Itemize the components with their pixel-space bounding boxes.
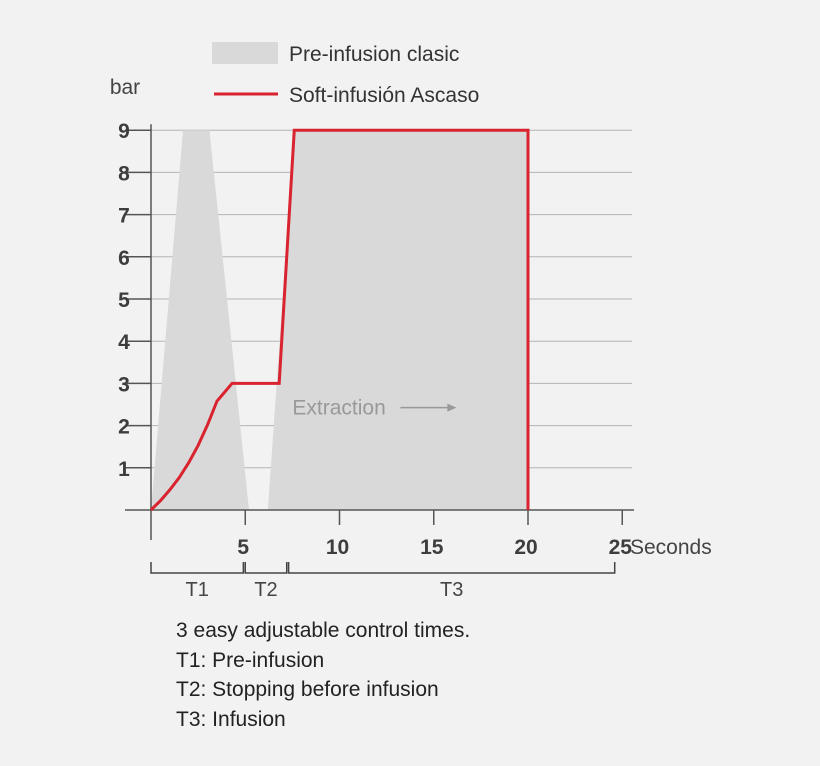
phase-label-t3: T3 <box>440 579 463 601</box>
phase-label-t2: T2 <box>254 579 277 601</box>
legend: Pre-infusion clasic Soft-infusión Ascaso <box>212 42 479 107</box>
notes-t3: T3: Infusion <box>176 707 286 731</box>
y-axis-title: bar <box>110 76 140 99</box>
annotation-arrow-head <box>447 403 457 412</box>
y-tick-label-6: 6 <box>118 247 130 270</box>
notes-t1: T1: Pre-infusion <box>176 648 325 672</box>
y-tick-label-5: 5 <box>118 289 130 312</box>
pre-infusion-areas <box>151 130 528 510</box>
phase-label-t1: T1 <box>186 579 209 601</box>
soft-infusion-line-layer <box>149 128 530 512</box>
legend-swatch-area <box>212 42 278 64</box>
y-tick-label-2: 2 <box>118 416 130 439</box>
phase-bracket-t1 <box>150 562 245 574</box>
y-tick-label-1: 1 <box>118 458 130 481</box>
annotations: Extraction <box>292 397 457 420</box>
notes-t2: T2: Stopping before infusion <box>176 678 439 701</box>
pre-infusion-area-2 <box>267 130 528 510</box>
y-tick-label-3: 3 <box>118 373 130 396</box>
soft-infusion-line <box>149 128 530 512</box>
x-tick-label-10: 10 <box>326 536 349 559</box>
x-tick-label-25: 25 <box>609 536 633 559</box>
x-tick-label-5: 5 <box>237 536 249 559</box>
x-axis-title: Seconds <box>630 536 712 559</box>
notes-intro: 3 easy adjustable control times. <box>176 619 471 642</box>
legend-label-pre-infusion: Pre-infusion clasic <box>289 43 459 66</box>
y-tick-label-8: 8 <box>118 162 130 185</box>
x-tick-label-20: 20 <box>514 536 537 559</box>
phase-bracket-t3 <box>287 562 616 574</box>
control-times-notes: 3 easy adjustable control times. T1: Pre… <box>176 616 470 734</box>
y-tick-label-7: 7 <box>118 205 130 228</box>
phase-bracket-t2 <box>244 562 288 574</box>
pre-infusion-area-1 <box>151 130 250 510</box>
y-tick-label-9: 9 <box>118 120 130 143</box>
phase-brackets: T1 T2 T3 <box>150 562 616 601</box>
legend-label-soft-infusion: Soft-infusión Ascaso <box>289 84 479 107</box>
axes <box>125 124 634 540</box>
y-tick-label-4: 4 <box>118 331 130 354</box>
x-tick-label-15: 15 <box>420 536 444 559</box>
annotation-text-1: Extraction <box>292 397 385 420</box>
